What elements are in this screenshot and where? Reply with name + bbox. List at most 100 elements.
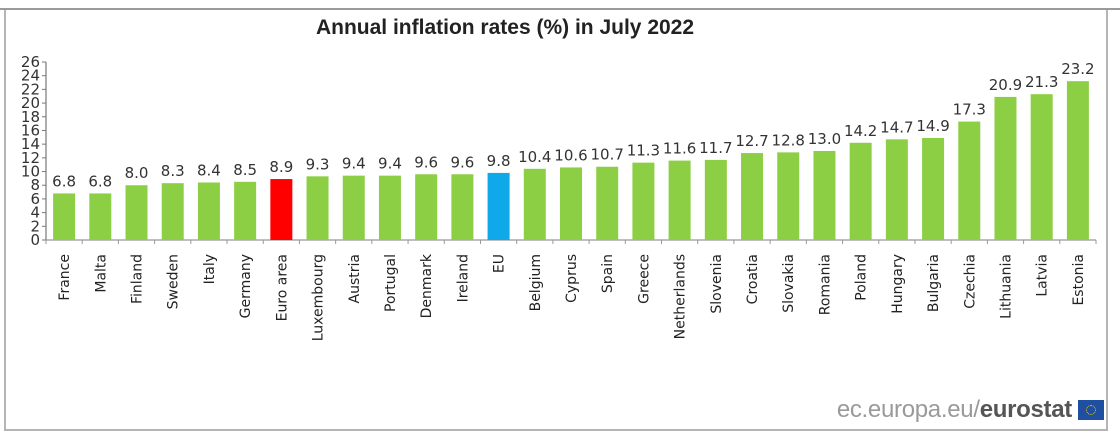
category-label: Luxembourg <box>311 254 327 341</box>
bar-euro-area <box>270 179 293 240</box>
data-label: 6.8 <box>88 172 112 190</box>
bars <box>53 81 1089 241</box>
category-label: Bulgaria <box>926 254 942 312</box>
bar-estonia <box>1066 81 1089 241</box>
y-tick-label: 6 <box>30 190 40 208</box>
bar-slovakia <box>777 152 800 240</box>
bar-poland <box>849 142 872 240</box>
data-label: 8.4 <box>197 161 221 179</box>
category-label: Austria <box>347 254 363 303</box>
category-label: Malta <box>93 254 109 293</box>
category-label: Hungary <box>890 254 906 314</box>
data-label: 14.9 <box>916 117 949 135</box>
bar-spain <box>596 166 619 240</box>
y-tick-label: 12 <box>21 149 40 167</box>
data-label: 20.9 <box>989 76 1022 94</box>
y-tick-label: 2 <box>30 217 40 235</box>
data-label: 8.3 <box>161 162 185 180</box>
bar-sweden <box>161 183 184 240</box>
data-label: 6.8 <box>52 172 76 190</box>
category-label: Portugal <box>383 254 399 312</box>
category-label: France <box>57 254 73 301</box>
y-tick-label: 8 <box>30 176 40 194</box>
bar-austria <box>342 175 365 240</box>
data-label: 11.6 <box>663 140 696 158</box>
category-label: EU <box>492 254 508 273</box>
bar-france <box>53 193 76 240</box>
data-label: 14.2 <box>844 122 877 140</box>
data-label: 11.3 <box>627 142 660 160</box>
category-label: Denmark <box>419 253 435 318</box>
bar-malta <box>89 193 112 240</box>
data-label: 13.0 <box>808 130 841 148</box>
bar-hungary <box>885 139 908 240</box>
data-label: 9.4 <box>342 155 366 173</box>
y-tick-label: 0 <box>30 231 40 249</box>
category-label: Germany <box>238 254 254 318</box>
category-label: Belgium <box>528 254 544 311</box>
bar-ireland <box>451 174 474 240</box>
y-tick-label: 16 <box>21 121 40 139</box>
category-label: Euro area <box>274 254 290 321</box>
y-tick-label: 20 <box>21 94 40 112</box>
category-label: Latvia <box>1035 254 1051 297</box>
bar-italy <box>197 182 220 240</box>
category-label: Czechia <box>962 254 978 309</box>
category-label: Cyprus <box>564 254 580 303</box>
y-tick-label: 18 <box>21 108 40 126</box>
data-label: 21.3 <box>1025 73 1058 91</box>
y-tick-label: 14 <box>21 135 40 153</box>
data-label: 10.6 <box>554 146 587 164</box>
category-label: Netherlands <box>673 254 689 339</box>
bar-czechia <box>958 121 981 240</box>
data-label: 10.7 <box>591 146 624 164</box>
bar-belgium <box>523 168 546 240</box>
category-label: Spain <box>600 254 616 293</box>
category-label: Lithuania <box>998 254 1014 319</box>
bar-luxembourg <box>306 176 329 240</box>
y-tick-label: 24 <box>21 67 40 85</box>
bar-denmark <box>415 174 438 240</box>
data-label: 11.7 <box>699 139 732 157</box>
category-label: Estonia <box>1071 254 1087 306</box>
data-labels: 6.8 6.8 8.0 8.3 8.4 8.5 8.9 9.3 9.4 9.4 9.6 9.6 9.8 1… <box>52 60 1094 190</box>
category-labels: France Malta Finland Sweden Italy Germany Euro… <box>57 253 1087 341</box>
category-label: Greece <box>636 254 652 304</box>
category-label: Slovenia <box>709 254 725 314</box>
y-tick-label: 4 <box>30 204 40 222</box>
data-label: 10.4 <box>518 148 551 166</box>
y-tick-label: 10 <box>21 163 40 181</box>
category-label: Romania <box>817 254 833 315</box>
source-prefix: ec.europa.eu/ <box>836 396 980 423</box>
data-label: 23.2 <box>1061 60 1094 78</box>
data-label: 9.6 <box>414 153 438 171</box>
y-tick-label: 26 <box>21 53 40 71</box>
bar-eu <box>487 172 510 240</box>
bar-portugal <box>378 175 401 240</box>
eu-flag-icon <box>1078 400 1104 420</box>
data-label: 8.5 <box>233 161 257 179</box>
bar-latvia <box>1030 94 1053 240</box>
bar-slovenia <box>704 159 727 240</box>
category-label: Italy <box>202 254 218 284</box>
data-label: 9.4 <box>378 155 402 173</box>
bar-finland <box>125 185 148 240</box>
data-label: 17.3 <box>953 101 986 119</box>
source-credit: ec.europa.eu/eurostat <box>837 396 1072 424</box>
bar-croatia <box>741 153 764 240</box>
bar-netherlands <box>668 160 691 240</box>
top-rule <box>0 8 1120 10</box>
y-tick-label: 22 <box>21 80 40 98</box>
chart-title: Annual inflation rates (%) in July 2022 <box>315 16 695 39</box>
bar-greece <box>632 162 655 240</box>
category-label: Poland <box>854 254 870 301</box>
bar-cyprus <box>560 167 582 240</box>
data-label: 9.3 <box>306 155 330 173</box>
bar-romania <box>813 151 836 240</box>
bar-bulgaria <box>922 137 945 240</box>
bar-lithuania <box>994 96 1017 241</box>
data-label: 8.9 <box>269 158 293 176</box>
data-label: 8.0 <box>125 164 149 182</box>
